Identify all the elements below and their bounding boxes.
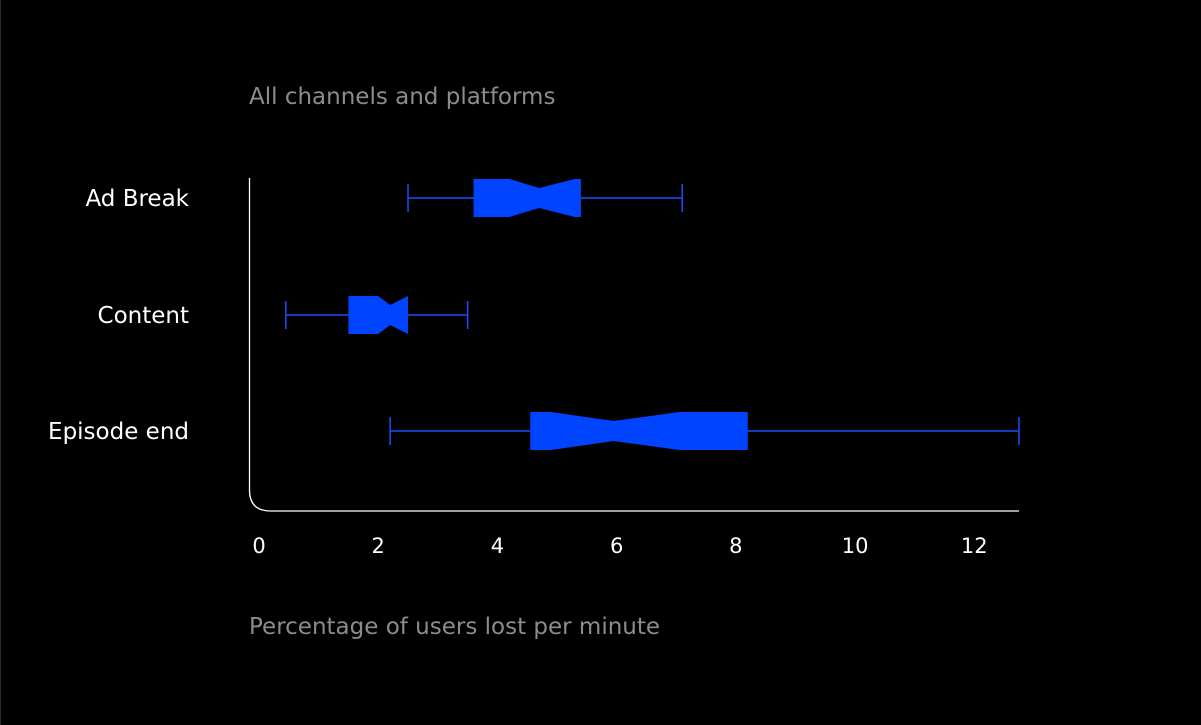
x-tick-label: 6 <box>610 534 623 558</box>
category-labels: Ad Break Content Episode end <box>48 186 190 445</box>
box-group <box>285 296 469 334</box>
chart-subtitle: All channels and platforms <box>249 84 555 110</box>
x-tick-labels: 0 2 4 6 8 10 12 <box>252 534 987 558</box>
notched-box <box>348 296 409 334</box>
boxes <box>285 179 1020 450</box>
x-tick-label: 4 <box>491 534 504 558</box>
x-tick-label: 2 <box>372 534 385 558</box>
notched-box <box>473 179 581 217</box>
box-group <box>407 179 683 217</box>
category-label: Episode end <box>48 419 189 445</box>
x-tick-label: 0 <box>252 534 265 558</box>
x-tick-label: 12 <box>961 534 988 558</box>
x-tick-label: 8 <box>729 534 742 558</box>
category-label: Content <box>98 303 189 329</box>
box-group <box>389 412 1020 450</box>
notched-box <box>530 412 748 450</box>
x-tick-label: 10 <box>842 534 869 558</box>
x-axis-label: Percentage of users lost per minute <box>249 614 660 640</box>
axis-frame <box>248 178 1019 512</box>
category-label: Ad Break <box>85 186 189 212</box>
